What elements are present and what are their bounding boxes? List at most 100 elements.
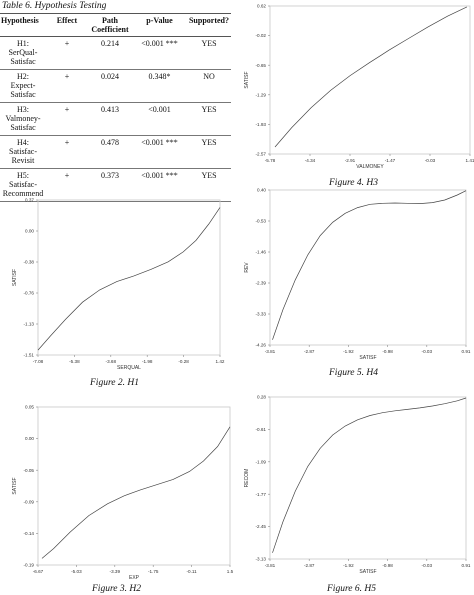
supported-cell: YES xyxy=(201,39,217,48)
header-hypothesis: Hypothesis xyxy=(1,16,39,25)
regression-curve-h3 xyxy=(274,6,468,148)
y-axis-label: RECOM xyxy=(244,469,250,488)
table-caption: Table 6. Hypothesis Testing xyxy=(2,1,107,11)
y-tick-label: -0.53 xyxy=(256,219,267,224)
figure-caption-h1: Figure 2. H1 xyxy=(90,378,139,388)
hypothesis-cell: H4: Satisfac- Revisit xyxy=(9,138,37,165)
y-tick-label: -0.61 xyxy=(256,427,267,432)
y-axis-label: SATISF xyxy=(12,477,18,494)
plot-frame-h3 xyxy=(269,5,471,155)
effect-cell: + xyxy=(64,39,70,48)
x-tick-label: -3.81 xyxy=(265,563,276,568)
regression-curve-h5 xyxy=(272,397,467,553)
coefficient-cell: 0.478 xyxy=(101,138,119,147)
regression-curve-h2 xyxy=(41,426,231,559)
hypothesis-cell: H3: Valmoney- Satisfac xyxy=(5,105,41,132)
x-tick-label: -2.91 xyxy=(345,158,356,163)
x-tick-label: -3.68 xyxy=(106,359,117,364)
x-axis-label: SERQUAL xyxy=(117,365,141,371)
figure-caption-h4: Figure 5. H4 xyxy=(329,368,378,378)
y-tick-label: -1.93 xyxy=(256,122,267,127)
header-p-value: p-Value xyxy=(146,16,173,25)
p-value-cell: 0.348* xyxy=(148,72,171,81)
y-axis-label: REV xyxy=(244,262,250,273)
y-tick-label: -2.45 xyxy=(256,524,267,529)
effect-cell: + xyxy=(64,72,70,81)
p-value-cell: <0.001 *** xyxy=(141,39,178,48)
x-tick-label: -5.03 xyxy=(71,569,82,574)
table-header-row: Hypothesis Effect Path Coefficient p-Val… xyxy=(0,13,231,37)
x-tick-label: -0.03 xyxy=(422,563,433,568)
x-tick-label: -1.47 xyxy=(385,158,396,163)
y-tick-label: -0.76 xyxy=(24,291,35,296)
coefficient-cell: 0.413 xyxy=(101,105,119,114)
y-axis-label: SATISF xyxy=(12,269,18,286)
x-tick-label: -2.87 xyxy=(304,349,315,354)
y-tick-label: -0.14 xyxy=(24,531,35,536)
plot-frame-h4 xyxy=(269,189,467,346)
y-tick-label: 0.62 xyxy=(257,4,266,9)
y-tick-label: -1.77 xyxy=(256,492,267,497)
x-tick-label: -3.81 xyxy=(265,349,276,354)
supported-cell: YES xyxy=(201,138,217,147)
table-row: H1: SerQual- Satisfac +0.214 <0.001 *** YES xyxy=(0,37,231,70)
coefficient-cell: 0.214 xyxy=(101,39,119,48)
y-tick-label: -3.13 xyxy=(256,557,267,562)
y-tick-label: -1.46 xyxy=(256,250,267,255)
hypothesis-cell: H1: SerQual- Satisfac xyxy=(8,39,38,66)
header-path-coefficient: Path Coefficient xyxy=(91,16,129,34)
x-tick-label: -4.34 xyxy=(305,158,316,163)
table-row: H3: Valmoney- Satisfac +0.413 <0.001 YES xyxy=(0,103,231,136)
x-tick-label: -5.78 xyxy=(265,158,276,163)
hypothesis-cell: H2: Expect- Satisfac xyxy=(10,72,36,99)
x-tick-label: 1.41 xyxy=(466,158,474,163)
x-tick-label: -0.28 xyxy=(178,359,189,364)
regression-curve-h1 xyxy=(37,207,221,351)
y-axis-label: SATISF xyxy=(244,71,250,88)
x-tick-label: -0.03 xyxy=(425,158,436,163)
x-tick-label: -0.98 xyxy=(382,563,393,568)
effect-cell: + xyxy=(64,138,70,147)
effect-cell: + xyxy=(64,171,70,180)
y-tick-label: 0.28 xyxy=(257,395,266,400)
x-tick-label: -0.98 xyxy=(382,349,393,354)
x-tick-label: -6.67 xyxy=(33,569,44,574)
y-tick-label: -2.57 xyxy=(256,152,267,157)
x-tick-label: -0.03 xyxy=(422,349,433,354)
y-tick-label: -0.05 xyxy=(24,468,35,473)
y-tick-label: -1.13 xyxy=(24,322,35,327)
plot-frame-h1 xyxy=(37,199,221,356)
x-axis-label: SATISF xyxy=(359,355,376,361)
table-row: H5: Satisfac- Recommend +0.373 <0.001 *** Y… xyxy=(0,169,231,202)
coefficient-cell: 0.373 xyxy=(101,171,119,180)
plot-frame-h5 xyxy=(269,396,467,560)
p-value-cell: <0.001 *** xyxy=(141,138,178,147)
figure-caption-h3: Figure 4. H3 xyxy=(329,178,378,188)
x-tick-label: 0.91 xyxy=(462,349,471,354)
x-tick-label: -1.98 xyxy=(142,359,153,364)
y-tick-label: 0.37 xyxy=(25,198,34,203)
y-tick-label: -4.26 xyxy=(256,343,267,348)
figure-caption-h5: Figure 6. H5 xyxy=(327,584,376,594)
table-row: H4: Satisfac- Revisit +0.478 <0.001 *** YES xyxy=(0,136,231,169)
supported-cell: NO xyxy=(203,72,215,81)
supported-cell: YES xyxy=(201,105,217,114)
header-supported: Supported? xyxy=(188,16,229,25)
coefficient-cell: 0.024 xyxy=(101,72,119,81)
x-tick-label: -2.87 xyxy=(304,563,315,568)
x-tick-label: -3.39 xyxy=(110,569,121,574)
supported-cell: YES xyxy=(201,171,217,180)
x-axis-label: SATISF xyxy=(359,569,376,575)
x-tick-label: -1.92 xyxy=(343,349,354,354)
x-tick-label: 1.5 xyxy=(227,569,234,574)
y-tick-label: -0.65 xyxy=(256,63,267,68)
table-row: H2: Expect- Satisfac +0.024 0.348* NO xyxy=(0,70,231,103)
x-axis-label: EXP xyxy=(129,575,140,581)
hypothesis-table: Hypothesis Effect Path Coefficient p-Val… xyxy=(0,13,231,202)
x-tick-label: -5.38 xyxy=(69,359,80,364)
y-tick-label: -2.39 xyxy=(256,281,267,286)
figure-caption-h2: Figure 3. H2 xyxy=(92,584,141,594)
x-tick-label: 1.42 xyxy=(216,359,225,364)
x-tick-label: -0.11 xyxy=(187,569,198,574)
